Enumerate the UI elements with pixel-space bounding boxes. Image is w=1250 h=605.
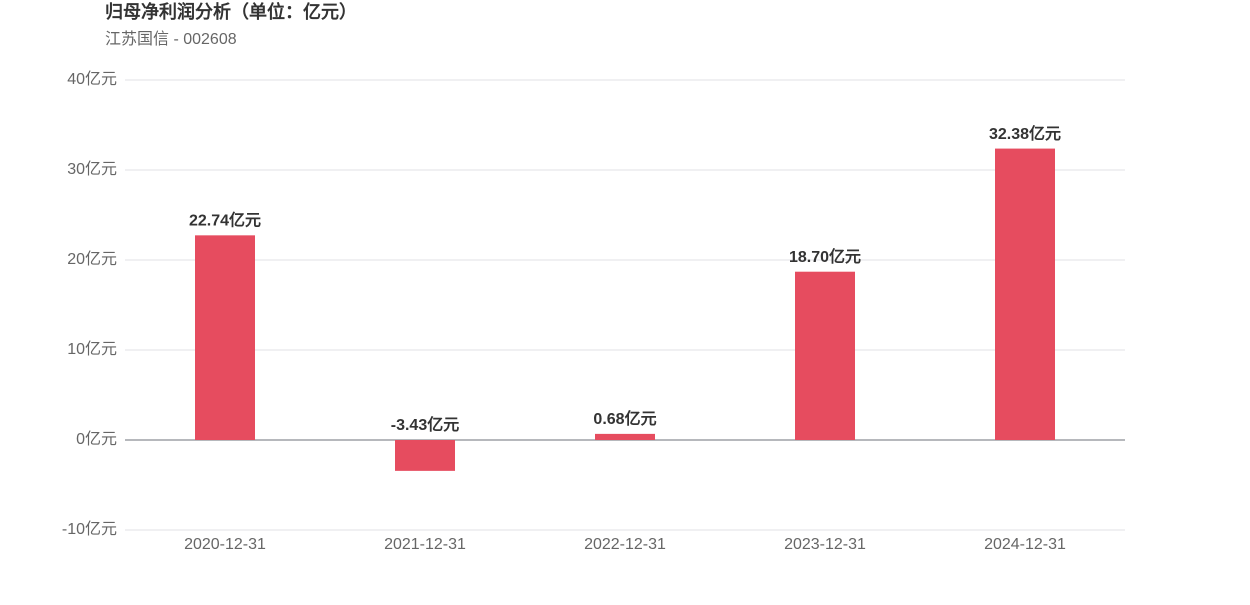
- x-tick-label: 2024-12-31: [984, 536, 1066, 553]
- x-tick-label: 2023-12-31: [784, 536, 866, 553]
- y-tick-label: -10亿元: [62, 520, 117, 538]
- x-tick-label: 2020-12-31: [184, 536, 266, 553]
- value-label: -3.43亿元: [391, 415, 459, 434]
- value-label: 0.68亿元: [593, 409, 656, 428]
- bar: [995, 148, 1055, 440]
- y-tick-label: 0亿元: [76, 430, 117, 448]
- value-label: 22.74亿元: [189, 211, 261, 230]
- y-tick-label: 20亿元: [67, 250, 117, 268]
- bar: [395, 440, 455, 471]
- x-tick-label: 2022-12-31: [584, 536, 666, 553]
- chart-subtitle: 江苏国信 - 002608: [105, 30, 237, 48]
- y-tick-label: 40亿元: [67, 70, 117, 88]
- chart-title: 归母净利润分析（单位：亿元）: [105, 1, 357, 22]
- x-tick-label: 2021-12-31: [384, 536, 466, 553]
- y-tick-label: 10亿元: [67, 340, 117, 358]
- value-label: 18.70亿元: [789, 247, 861, 266]
- y-tick-label: 30亿元: [67, 160, 117, 178]
- bar: [595, 433, 655, 440]
- bar: [195, 235, 255, 440]
- value-label: 32.38亿元: [989, 124, 1061, 143]
- bar: [795, 271, 855, 440]
